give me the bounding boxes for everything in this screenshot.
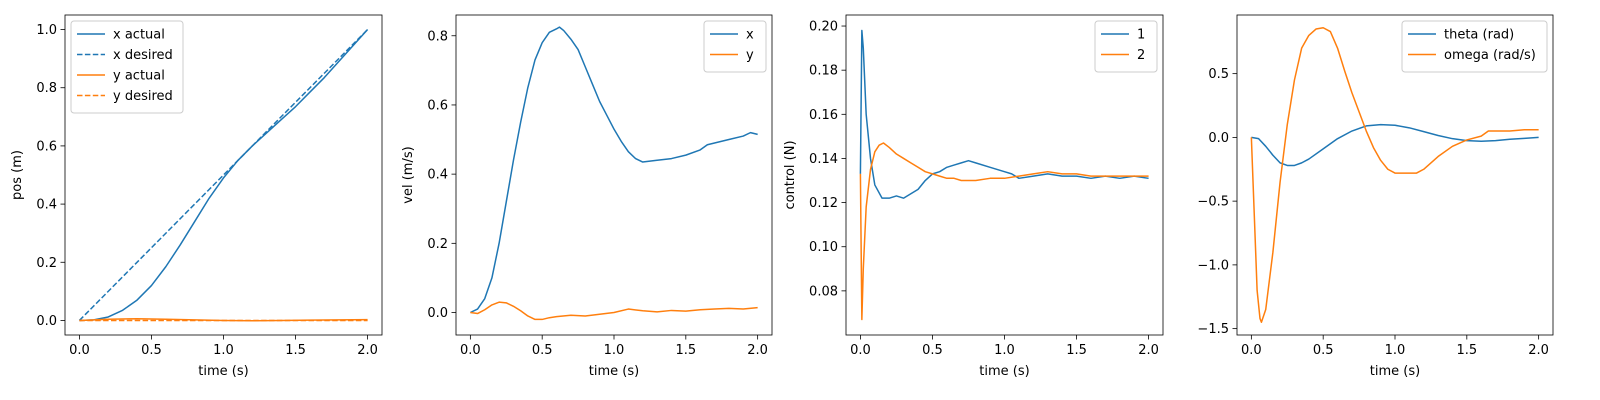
y-tick-label: 0.18 xyxy=(809,64,838,79)
legend-box xyxy=(1401,20,1548,73)
y-tick-label: −0.5 xyxy=(1197,195,1229,210)
subplot-4: 0.0 0.5 1.0 1.5 2.0 −1.5 −1.0 −0.5 0.0 0.5 time (s… xyxy=(1197,14,1554,379)
x-tick-label: 0.5 xyxy=(141,343,162,358)
y-tick-label: 0.6 xyxy=(427,98,448,113)
y-axis-label: control (N) xyxy=(783,140,798,209)
series-group xyxy=(859,29,1149,321)
series-line-2 xyxy=(78,29,369,321)
subplot-2: 0.0 0.5 1.0 1.5 2.0 0.0 0.2 0.4 0.6 0.8 time (s) ve… xyxy=(401,14,773,379)
x-axis-label: time (s) xyxy=(198,364,248,379)
x-tick-label: 1.0 xyxy=(213,343,234,358)
x-axis-label: time (s) xyxy=(979,364,1029,379)
series-line-2 xyxy=(1250,27,1539,323)
x-tick-label: 1.0 xyxy=(1385,343,1406,358)
legend-label: y xyxy=(746,48,754,63)
legend-box xyxy=(70,20,184,114)
x-tick-label: 0.5 xyxy=(1313,343,1334,358)
x-tick-label: 2.0 xyxy=(1528,343,1549,358)
legend-box xyxy=(1094,20,1158,73)
series-line-1 xyxy=(470,26,758,314)
y-axis-label: pos (m) xyxy=(10,150,25,200)
legend-label: 2 xyxy=(1137,48,1145,63)
y-tick-label: 0.20 xyxy=(809,20,838,35)
series-line-1 xyxy=(1251,123,1539,167)
x-tick-label: 0.5 xyxy=(532,343,553,358)
x-tick-label: 0.0 xyxy=(850,343,871,358)
y-tick-label: 0.0 xyxy=(427,306,448,321)
y-tick-label: 0.14 xyxy=(809,152,838,167)
series-group xyxy=(470,26,758,321)
legend-label: omega (rad/s) xyxy=(1444,48,1536,63)
y-tick-label: 0.12 xyxy=(809,196,838,211)
x-tick-label: 0.5 xyxy=(922,343,943,358)
y-tick-label: 0.5 xyxy=(1208,67,1229,82)
y-tick-label: 0.0 xyxy=(1208,131,1229,146)
legend-label: x desired xyxy=(113,48,173,63)
x-tick-label: 2.0 xyxy=(747,343,768,358)
y-tick-label: 0.8 xyxy=(427,29,448,44)
legend-label: x xyxy=(746,28,754,43)
legend: x actual x desired y actual y desired xyxy=(70,20,184,114)
y-axis-label: vel (m/s) xyxy=(401,146,416,203)
y-tick-label: 0.0 xyxy=(36,314,57,329)
y-tick-label: 1.0 xyxy=(36,23,57,38)
x-tick-label: 2.0 xyxy=(1138,343,1159,358)
series-group xyxy=(1250,27,1539,323)
y-tick-label: 0.4 xyxy=(36,198,57,213)
y-tick-label: 0.6 xyxy=(36,139,57,154)
x-tick-label: 1.5 xyxy=(1066,343,1087,358)
x-tick-label: 2.0 xyxy=(357,343,378,358)
legend-box xyxy=(703,20,767,73)
x-tick-label: 0.0 xyxy=(460,343,481,358)
y-tick-label: 0.2 xyxy=(427,237,448,252)
y-tick-label: 0.10 xyxy=(809,240,838,255)
series-group xyxy=(78,29,369,322)
legend: theta (rad) omega (rad/s) xyxy=(1401,20,1548,73)
y-tick-label: 0.08 xyxy=(809,284,838,299)
x-axis-label: time (s) xyxy=(1370,364,1420,379)
x-tick-label: 1.0 xyxy=(994,343,1015,358)
x-tick-label: 1.5 xyxy=(1456,343,1477,358)
x-tick-label: 1.5 xyxy=(675,343,696,358)
y-tick-label: 0.16 xyxy=(809,108,838,123)
legend-label: y actual xyxy=(113,69,165,84)
legend-label: y desired xyxy=(113,89,173,104)
legend: xy xyxy=(703,20,767,73)
legend-label: x actual xyxy=(113,28,165,43)
y-tick-label: 0.4 xyxy=(427,168,448,183)
series-line-2 xyxy=(859,142,1149,321)
legend-label: theta (rad) xyxy=(1444,28,1514,43)
x-tick-label: 0.0 xyxy=(69,343,90,358)
y-tick-label: −1.5 xyxy=(1197,322,1229,337)
x-axis-label: time (s) xyxy=(589,364,639,379)
x-tick-label: 1.0 xyxy=(604,343,625,358)
series-line-1 xyxy=(79,29,369,322)
x-tick-label: 1.5 xyxy=(285,343,306,358)
y-tick-label: 0.2 xyxy=(36,256,57,271)
legend: 12 xyxy=(1094,20,1158,73)
y-tick-label: −1.0 xyxy=(1197,258,1229,273)
subplot-3: 0.0 0.5 1.0 1.5 2.0 0.08 0.10 0.12 0.14 0.16 0.18 0… xyxy=(783,14,1164,379)
subplot-1: 0.0 0.5 1.0 1.5 2.0 0.0 0.2 0.4 0.6 0.8 1.0 time (s… xyxy=(10,14,383,379)
series-line-1 xyxy=(859,29,1149,199)
y-tick-label: 0.8 xyxy=(36,81,57,96)
series-line-2 xyxy=(470,301,758,321)
legend-label: 1 xyxy=(1137,28,1145,43)
x-tick-label: 0.0 xyxy=(1241,343,1262,358)
